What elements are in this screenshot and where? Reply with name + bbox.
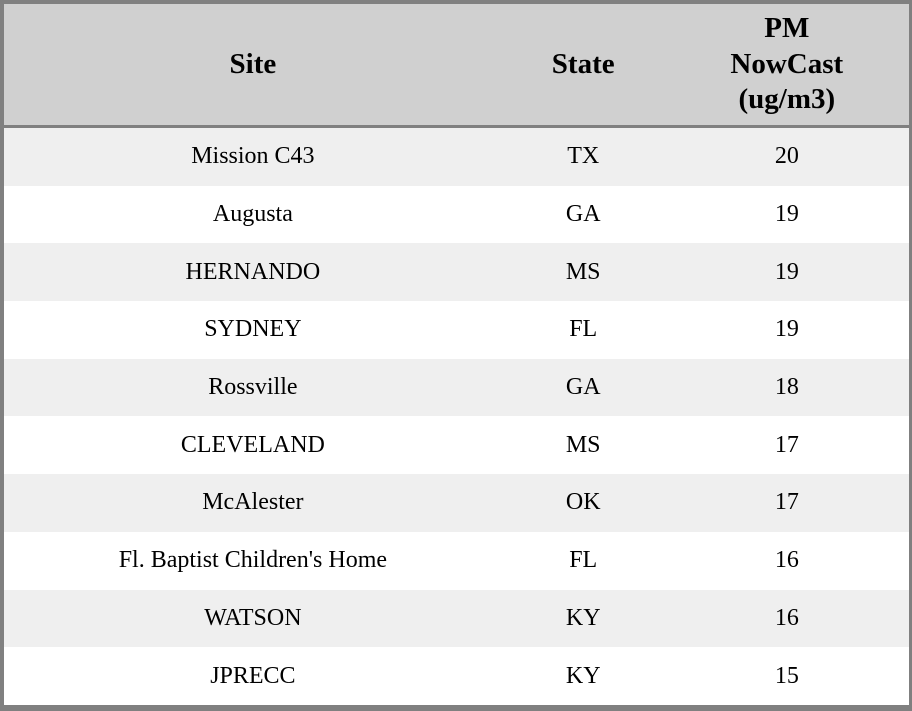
table-row: Mission C43 TX 20 [4,126,909,186]
pm-nowcast-column-header: PM NowCast (ug/m3) [664,4,909,128]
table-row: McAlester OK 17 [4,474,909,532]
state-cell: MS [565,258,601,285]
table-row: SYDNEY FL 19 [4,301,909,359]
state-cell: KY [565,604,601,631]
state-cell: OK [565,489,601,516]
pm-cell: 15 [774,662,799,689]
pm-cell: 18 [774,374,799,401]
site-cell: McAlester [202,489,304,516]
table-row: Augusta GA 19 [4,185,909,244]
site-cell: Fl. Baptist Children's Home [118,547,388,574]
site-cell: CLEVELAND [180,431,325,458]
state-cell: FL [569,547,598,574]
site-cell: Mission C43 [191,143,315,170]
table-row: WATSON KY 16 [4,589,909,648]
pm-cell: 17 [774,489,799,516]
site-cell: WATSON [204,604,302,631]
site-cell: SYDNEY [204,316,302,343]
state-cell: FL [569,316,598,343]
site-cell: JPRECC [210,662,296,689]
pm-cell: 19 [774,201,799,228]
state-cell: GA [565,201,601,228]
state-cell: TX [567,143,600,170]
table-body: Mission C43 TX 20 Augusta GA 19 HERNANDO… [4,126,909,705]
site-cell: HERNANDO [185,258,321,285]
table-row: Fl. Baptist Children's Home FL 16 [4,531,909,590]
site-column-header: Site [4,4,502,128]
table-row: CLEVELAND MS 17 [4,416,909,475]
site-cell: Augusta [212,201,293,228]
table-row: HERNANDO MS 19 [4,243,909,302]
pm-header-line-2: NowCast [730,47,844,80]
pm-cell: 16 [774,604,799,631]
pm-cell: 16 [774,547,799,574]
table-row: JPRECC KY 15 [4,647,909,705]
state-column-header: State [501,4,665,128]
state-cell: GA [565,374,601,401]
pm-cell: 19 [774,316,799,343]
pm-cell: 17 [774,431,799,458]
state-cell: MS [565,431,601,458]
site-cell: Rossville [208,374,298,401]
pm-cell: 19 [774,258,799,285]
pm-header-line-1: PM [764,12,810,45]
pm-nowcast-table: Site State PM NowCast (ug/m3) Mission C4… [4,4,909,705]
pm-cell: 20 [774,143,799,170]
table-row: Rossville GA 18 [4,358,909,417]
state-cell: KY [565,662,601,689]
table-header-row: Site State PM NowCast (ug/m3) [4,4,909,128]
pm-header-line-3: (ug/m3) [738,83,836,116]
